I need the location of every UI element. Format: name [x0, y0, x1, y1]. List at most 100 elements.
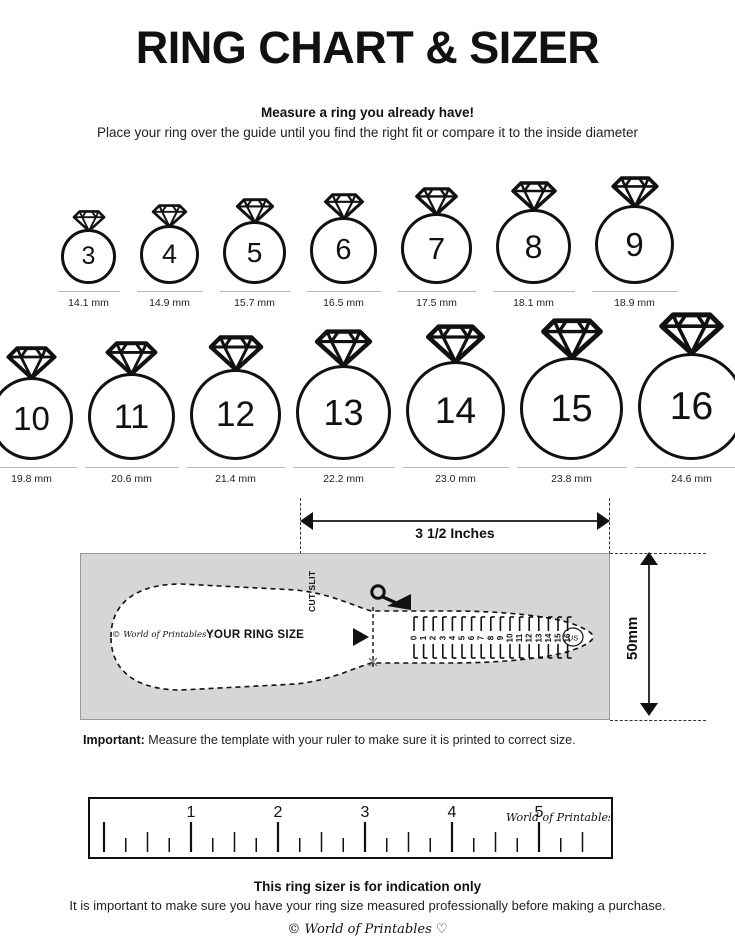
ring-band: 3 — [61, 229, 116, 285]
ring-band: 6 — [310, 217, 377, 285]
ring-rule — [516, 467, 627, 469]
scale-number: 13 — [534, 633, 543, 642]
ring-rule — [57, 291, 120, 293]
ring-size-number: 16 — [669, 385, 714, 429]
ring-diameter-label: 15.7 mm — [234, 297, 275, 310]
ring-band: 5 — [223, 221, 286, 285]
ring-size-cell[interactable]: 5 15.7 mm — [219, 198, 290, 310]
scale-number: 12 — [525, 633, 534, 642]
ring-graphic: 12 — [190, 335, 281, 461]
scale-number: 2 — [429, 635, 438, 640]
ring-graphic: 16 — [638, 312, 735, 461]
ring-band: 15 — [520, 357, 623, 461]
cut-slit-label: CUT SLIT — [307, 570, 317, 612]
ring-size-number: 14 — [434, 390, 477, 432]
diamond-icon — [105, 340, 158, 376]
ring-size-number: 12 — [216, 395, 255, 435]
ring-size-cell[interactable]: 4 14.9 mm — [136, 204, 203, 309]
ring-rule — [186, 467, 285, 469]
important-note: Important: Measure the template with you… — [83, 733, 576, 747]
scale-number: 0 — [410, 635, 419, 640]
scale-number: 1 — [419, 635, 428, 640]
ring-size-cell[interactable]: 8 18.1 mm — [492, 181, 575, 310]
ring-diameter-label: 21.4 mm — [215, 473, 256, 486]
ring-rule — [84, 467, 179, 469]
scale-number: 4 — [448, 635, 457, 640]
page-title: RING CHART & SIZER — [135, 22, 600, 73]
ring-graphic: 5 — [223, 198, 286, 285]
ring-diameter-label: 20.6 mm — [111, 473, 152, 486]
important-text: Measure the template with your ruler to … — [144, 733, 576, 747]
ring-band: 14 — [406, 361, 505, 461]
ring-rule — [591, 291, 678, 293]
intro-heading: Measure a ring you already have! — [260, 105, 475, 120]
important-label: Important: — [83, 733, 145, 747]
ring-rule — [292, 467, 395, 469]
ring-band: 11 — [88, 373, 175, 461]
dim-dash-top — [610, 553, 706, 554]
arrow-down-icon — [640, 703, 658, 716]
dim-line — [308, 520, 602, 522]
diamond-icon — [323, 193, 364, 221]
scale-number: 6 — [467, 635, 476, 640]
ring-size-number: 5 — [246, 236, 263, 268]
ring-size-number: 7 — [427, 231, 446, 267]
ring-size-cell[interactable]: 13 22.2 mm — [292, 329, 395, 486]
diamond-icon — [659, 312, 724, 356]
scale-number: 5 — [458, 635, 467, 640]
ring-rule — [492, 291, 575, 293]
ring-band: 4 — [140, 225, 199, 285]
ring-diameter-label: 18.1 mm — [513, 297, 554, 310]
ring-size-cell[interactable]: 12 21.4 mm — [186, 335, 285, 486]
ruler-number: 5 — [535, 804, 544, 821]
ring-size-cell[interactable]: 9 18.9 mm — [591, 176, 678, 309]
arrow-left-icon — [300, 512, 313, 530]
ring-size-cell[interactable]: 14 23.0 mm — [402, 324, 509, 485]
ring-size-cell[interactable]: 6 16.5 mm — [306, 193, 381, 309]
arrow-up-icon — [640, 552, 658, 565]
ring-band: 13 — [296, 365, 391, 461]
ring-diameter-label: 19.8 mm — [11, 473, 52, 486]
diamond-icon — [314, 329, 373, 368]
footer-text: It is important to make sure you have yo… — [69, 898, 666, 913]
ring-rule — [634, 467, 735, 469]
ring-graphic: 14 — [406, 324, 505, 461]
diamond-icon — [425, 324, 486, 364]
diamond-icon — [6, 346, 57, 380]
ring-graphic: 6 — [310, 193, 377, 285]
ring-rule — [0, 467, 77, 469]
ring-size-cell[interactable]: 16 24.6 mm — [634, 312, 735, 485]
diamond-icon — [208, 335, 263, 372]
ring-size-cell[interactable]: 7 17.5 mm — [397, 187, 476, 310]
ring-size-cell[interactable]: 3 14.1 mm — [57, 210, 120, 309]
ring-size-number: 4 — [161, 239, 178, 270]
ring-row-2: 10 19.8 mm 11 20.6 mm 12 21.4 mm 13 22.2 mm 14 23… — [0, 312, 735, 485]
scale-number: 7 — [477, 635, 486, 640]
ring-band: 16 — [638, 353, 735, 461]
ring-graphic: 7 — [401, 187, 472, 285]
diamond-icon — [235, 198, 274, 225]
ring-size-number: 8 — [524, 228, 543, 265]
ring-band: 9 — [595, 205, 674, 285]
diamond-icon — [610, 176, 659, 208]
width-label: 3 1/2 Inches — [415, 525, 495, 541]
ring-row-1: 3 14.1 mm 4 14.9 mm 5 15.7 mm 6 16.5 mm 7 17.5 mm… — [0, 176, 735, 309]
ring-size-cell[interactable]: 10 19.8 mm — [0, 346, 77, 485]
footer-heading: This ring sizer is for indication only — [253, 879, 482, 894]
diamond-icon — [540, 318, 603, 360]
diamond-icon — [72, 210, 105, 233]
ruler-number: 2 — [274, 804, 283, 821]
scale-number: 14 — [544, 633, 553, 642]
ring-size-cell[interactable]: 15 23.8 mm — [516, 318, 627, 485]
svg-text:US: US — [568, 634, 578, 643]
scale-number: 8 — [486, 635, 495, 640]
diamond-icon — [415, 187, 458, 216]
ring-diameter-label: 22.2 mm — [323, 473, 364, 486]
ring-diameter-label: 17.5 mm — [416, 297, 457, 310]
ring-graphic: 4 — [140, 204, 199, 285]
intro-text: Place your ring over the guide until you… — [96, 125, 639, 140]
scale-number: 16 — [563, 633, 572, 642]
ring-size-cell[interactable]: 11 20.6 mm — [84, 340, 179, 486]
ring-graphic: 10 — [0, 346, 73, 461]
